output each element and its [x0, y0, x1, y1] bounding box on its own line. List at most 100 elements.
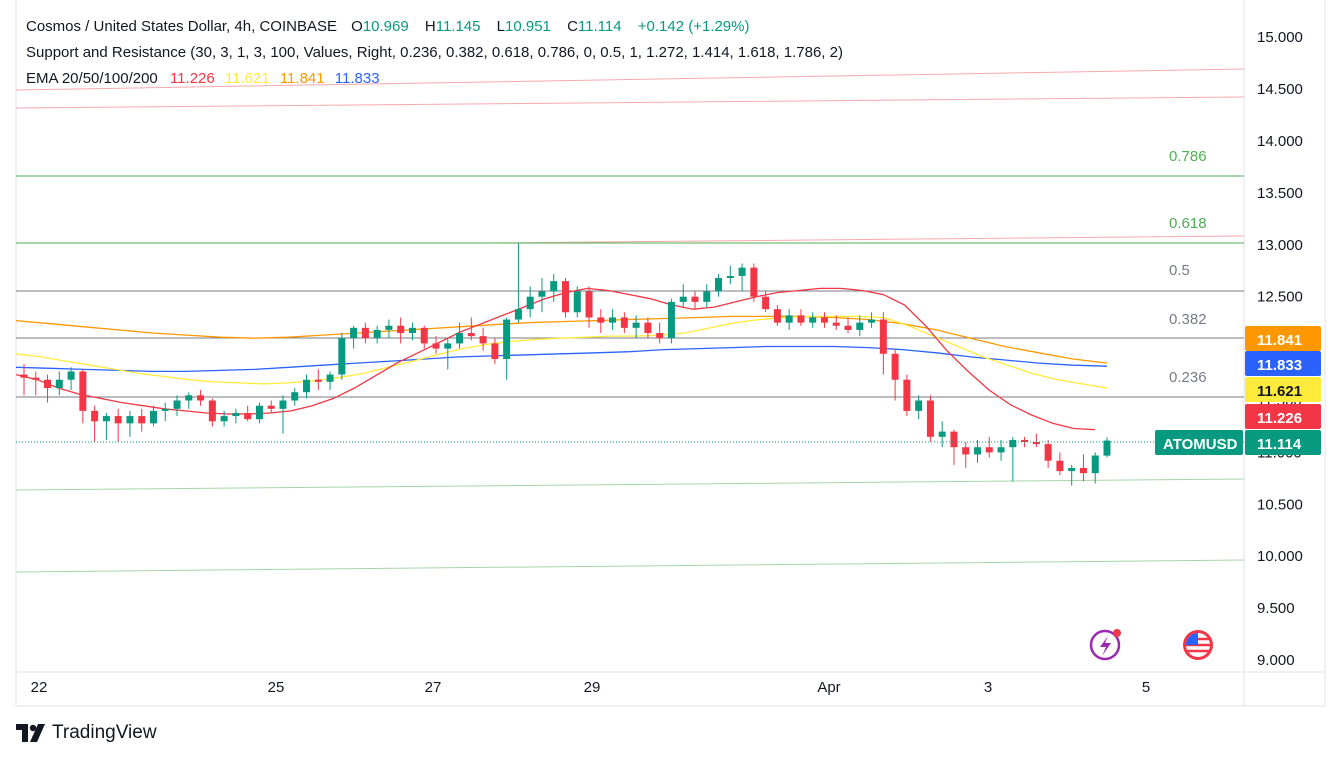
svg-text:11.621: 11.621	[1257, 383, 1302, 400]
svg-text:11.226: 11.226	[1257, 410, 1302, 427]
x-tick-label: 29	[584, 679, 601, 696]
candle	[503, 317, 511, 380]
y-tick-label: 13.000	[1257, 237, 1303, 254]
candle	[314, 369, 322, 391]
candle	[385, 319, 393, 339]
candle	[79, 369, 87, 424]
symbol-title[interactable]: Cosmos / United States Dollar, 4h, COINB…	[26, 18, 337, 35]
candle	[467, 317, 475, 341]
candle-body	[220, 416, 228, 422]
candle-body	[338, 338, 346, 375]
candle	[797, 309, 805, 326]
candle-body	[773, 309, 781, 323]
candle	[974, 439, 982, 463]
candle-body	[997, 447, 1005, 453]
candle-body	[91, 410, 99, 422]
candle-body	[173, 400, 181, 409]
candle	[444, 338, 452, 370]
candle-body	[1103, 440, 1111, 456]
x-tick-label: 25	[268, 679, 285, 696]
ohlc-close: C11.114	[567, 18, 628, 35]
tradingview-logo-icon	[16, 724, 45, 742]
ema200-price-tag: 11.833	[1245, 351, 1321, 376]
candle-body	[114, 416, 122, 424]
candle-body	[161, 408, 169, 411]
candle	[373, 325, 381, 344]
ohlc-low-value: 10.951	[505, 18, 551, 35]
ema200-value: 11.833	[334, 70, 380, 87]
candle-body	[950, 431, 958, 448]
candle-body	[562, 281, 569, 313]
ema20-price-tag: 11.226	[1245, 404, 1321, 429]
candle-body	[397, 325, 405, 334]
candle-body	[832, 322, 840, 326]
candle	[1009, 436, 1017, 482]
candle-body	[1068, 467, 1076, 472]
candle	[762, 291, 770, 313]
candle	[44, 374, 52, 403]
candle-body	[1009, 439, 1017, 448]
ema50-price-tag: 11.621	[1245, 377, 1321, 402]
candle-body	[32, 377, 40, 380]
us-flag-icon[interactable]	[1183, 630, 1213, 660]
ema20-value: 11.226	[169, 70, 215, 87]
y-tick-label: 14.500	[1257, 81, 1303, 98]
candle	[361, 322, 369, 344]
svg-text:11.833: 11.833	[1257, 357, 1302, 374]
candle	[726, 265, 734, 285]
y-tick-label: 10.000	[1257, 548, 1303, 565]
candle-body	[67, 371, 75, 380]
candle	[20, 364, 28, 396]
candle-body	[514, 309, 522, 320]
candle-body	[44, 379, 52, 389]
candle	[232, 408, 240, 424]
svg-text:ATOMUSD: ATOMUSD	[1163, 436, 1238, 453]
candle-body	[526, 296, 534, 310]
ema100-price-tag: 11.841	[1245, 326, 1321, 351]
candle-body	[797, 315, 805, 323]
candle	[1091, 452, 1099, 484]
y-tick-label: 15.000	[1257, 29, 1303, 46]
support-trendline-lower	[15, 559, 1245, 573]
candle	[185, 392, 193, 409]
candle-body	[456, 333, 464, 344]
candle-body	[244, 412, 252, 420]
candles	[20, 242, 1111, 486]
ema20-line	[15, 287, 1096, 431]
candle-body	[926, 400, 934, 437]
candle-body	[726, 275, 734, 279]
symbol-tag[interactable]: ATOMUSD	[1155, 430, 1243, 455]
y-tick-label: 9.500	[1257, 600, 1295, 617]
ohlc-change: +0.142 (+1.29%)	[637, 18, 750, 35]
candle	[303, 374, 311, 399]
ema50-line	[15, 315, 1108, 389]
ohlc-high: H11.145	[425, 18, 487, 35]
candle-body	[1044, 444, 1052, 461]
tradingview-footer[interactable]: TradingView	[16, 722, 157, 744]
fib-label-0382: 0.382	[1169, 311, 1207, 328]
legend-ema-row[interactable]: EMA 20/50/100/200 11.226 11.621 11.841 1…	[26, 69, 386, 89]
lightning-icon[interactable]	[1089, 629, 1121, 661]
x-axis[interactable]: 22 25 27 29 Apr 3 5	[31, 679, 1151, 696]
candle	[326, 371, 334, 391]
ohlc-close-label: C	[567, 18, 578, 35]
candle-body	[891, 353, 899, 380]
candle-body	[915, 400, 923, 411]
candle	[938, 421, 946, 448]
candle	[397, 317, 405, 344]
legend-support-resistance[interactable]: Support and Resistance (30, 3, 1, 3, 100…	[26, 44, 843, 61]
candle	[408, 322, 416, 341]
candle	[244, 405, 252, 422]
candle	[1044, 439, 1052, 468]
brand-name: TradingView	[52, 722, 157, 743]
candle	[173, 395, 181, 417]
candle-body	[644, 322, 652, 334]
ohlc-open: O10.969	[351, 18, 415, 35]
candle	[1032, 433, 1040, 448]
candle-body	[738, 267, 746, 276]
candle	[773, 305, 781, 326]
candle-body	[679, 296, 687, 302]
candle-body	[491, 343, 499, 359]
candle	[32, 371, 40, 396]
